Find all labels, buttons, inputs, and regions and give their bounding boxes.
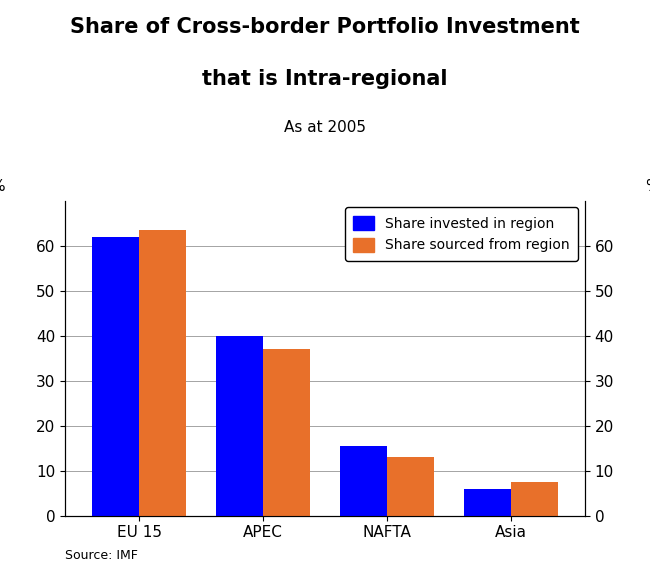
Text: %: % xyxy=(0,179,5,194)
Text: Source: IMF: Source: IMF xyxy=(65,548,138,562)
Bar xyxy=(340,446,387,516)
Bar xyxy=(263,349,310,516)
Bar xyxy=(216,336,263,516)
Bar xyxy=(511,482,558,516)
Text: that is Intra-regional: that is Intra-regional xyxy=(202,69,448,89)
Bar xyxy=(463,489,511,516)
Bar xyxy=(139,230,187,516)
Text: As at 2005: As at 2005 xyxy=(284,120,366,135)
Text: %: % xyxy=(645,179,650,194)
Bar xyxy=(387,457,434,516)
Text: Share of Cross-border Portfolio Investment: Share of Cross-border Portfolio Investme… xyxy=(70,17,580,37)
Legend: Share invested in region, Share sourced from region: Share invested in region, Share sourced … xyxy=(344,207,578,261)
Bar xyxy=(92,237,139,516)
